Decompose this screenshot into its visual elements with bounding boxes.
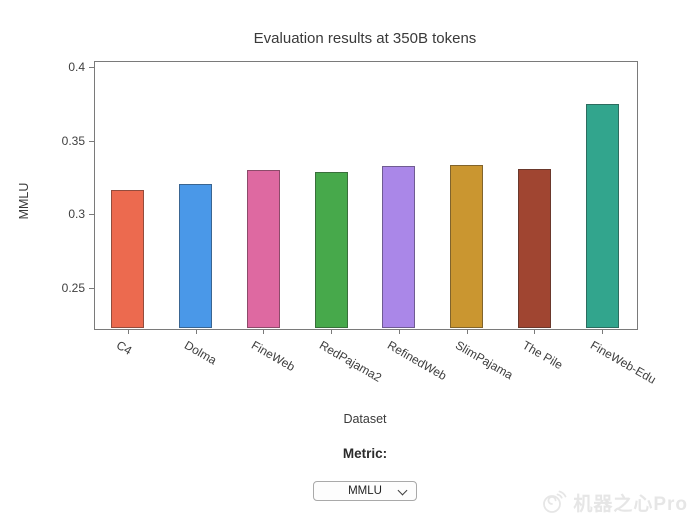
metric-dropdown-value: MMLU — [348, 485, 382, 497]
bar — [247, 170, 280, 328]
y-axis-label: MMLU — [17, 182, 31, 220]
x-tick-mark — [399, 329, 400, 334]
chevron-down-icon — [397, 485, 408, 496]
metric-dropdown[interactable]: MMLU — [313, 481, 417, 501]
jiqizhixin-logo-icon — [543, 490, 567, 513]
x-tick-mark — [467, 329, 468, 334]
x-tick-mark — [331, 329, 332, 334]
y-tick-label: 0.3 — [68, 207, 85, 222]
x-tick-label: FineWeb — [249, 338, 298, 375]
y-tick-label: 0.4 — [68, 60, 85, 75]
bar — [518, 169, 551, 328]
x-tick-label: RefinedWeb — [385, 338, 450, 384]
x-tick-mark — [128, 329, 129, 334]
x-axis-label: Dataset — [343, 412, 387, 426]
bar — [450, 165, 483, 328]
y-tick-mark — [89, 67, 94, 69]
x-tick-label: The Pile — [520, 338, 566, 373]
x-tick-label: SlimPajama — [453, 338, 516, 383]
x-tick-label: FineWeb-Edu — [588, 338, 659, 387]
plot-area — [94, 61, 638, 330]
y-tick-label: 0.35 — [61, 133, 85, 148]
x-tick-mark — [534, 329, 535, 334]
x-tick-mark — [196, 329, 197, 334]
watermark-text: 机器之心Pro — [573, 493, 688, 515]
x-tick-mark — [602, 329, 603, 334]
x-tick-label: RedPajama2 — [317, 338, 385, 385]
x-tick-label: C4 — [114, 338, 135, 358]
y-tick-label: 0.25 — [61, 281, 85, 295]
chart-title: Evaluation results at 350B tokens — [253, 30, 477, 47]
bar — [315, 172, 348, 328]
metric-label: Metric: — [342, 446, 388, 461]
bar — [179, 184, 212, 328]
x-tick-label: Dolma — [182, 338, 220, 368]
y-tick-mark — [89, 140, 94, 142]
y-tick-mark — [89, 214, 94, 216]
bar — [586, 104, 619, 328]
x-tick-mark — [263, 329, 264, 334]
watermark: 机器之心Pro — [541, 488, 688, 516]
bar — [111, 190, 144, 328]
y-tick-mark — [89, 288, 94, 289]
bar — [382, 166, 415, 328]
